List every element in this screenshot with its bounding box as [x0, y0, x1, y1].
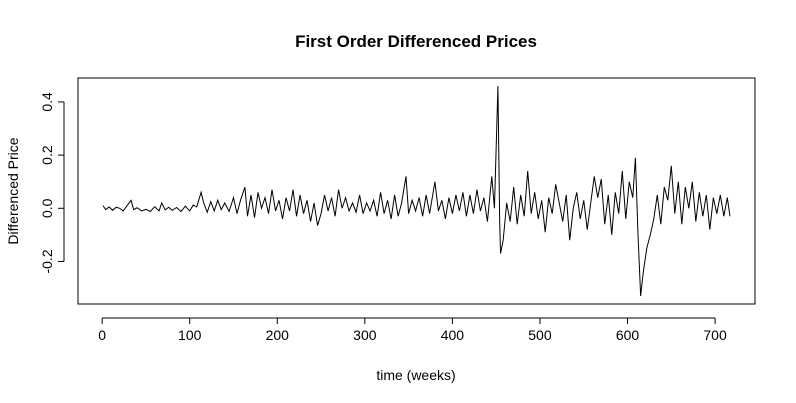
plot-frame: [77, 77, 756, 305]
y-axis-label: Differenced Price: [5, 137, 21, 244]
x-tick-label: 0: [98, 327, 106, 343]
y-tick-label: 0.4: [39, 92, 55, 112]
y-tick-label: 0.2: [39, 145, 55, 165]
chart-title: First Order Differenced Prices: [295, 32, 537, 51]
x-tick-label: 100: [178, 327, 202, 343]
y-tick-label: -0.2: [39, 249, 55, 273]
x-axis-label: time (weeks): [376, 367, 455, 383]
x-tick-label: 500: [528, 327, 552, 343]
x-tick-label: 600: [616, 327, 640, 343]
x-tick-label: 200: [266, 327, 290, 343]
x-tick-label: 300: [353, 327, 377, 343]
y-tick-label: 0.0: [39, 198, 55, 218]
x-tick-label: 400: [441, 327, 465, 343]
data-line: [102, 85, 731, 297]
x-tick-label: 700: [703, 327, 727, 343]
